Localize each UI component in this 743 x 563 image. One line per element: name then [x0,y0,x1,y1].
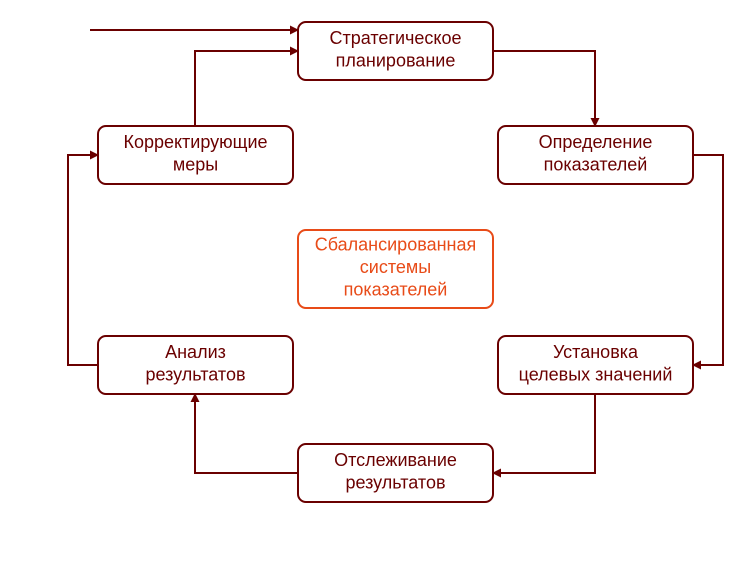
edge-e3 [493,394,595,473]
node-tl: Корректирующиемеры [98,126,293,184]
node-bl-line0: Анализ [165,342,226,362]
node-br-line0: Установка [553,342,639,362]
node-br: Установкацелевых значений [498,336,693,394]
node-top-line1: планирование [336,50,456,70]
edge-e6 [195,51,298,126]
node-top-line0: Стратегическое [329,28,461,48]
node-tl-line1: меры [173,154,218,174]
node-center-line0: Сбалансированная [315,235,476,255]
node-bottom-line1: результатов [345,472,445,492]
edge-e5 [68,155,98,365]
node-bottom-line0: Отслеживание [334,450,457,470]
node-bl: Анализрезультатов [98,336,293,394]
node-tr: Определениепоказателей [498,126,693,184]
node-center-line1: системы [360,257,431,277]
edge-e2 [693,155,723,365]
edge-e4 [195,394,298,473]
edge-e1 [493,51,595,126]
node-br-line1: целевых значений [519,364,673,384]
flowchart-canvas: СтратегическоепланированиеОпределениепок… [0,0,743,563]
node-top: Стратегическоепланирование [298,22,493,80]
node-bottom: Отслеживаниерезультатов [298,444,493,502]
node-bl-line1: результатов [145,364,245,384]
node-tr-line1: показателей [544,154,648,174]
node-center: Сбалансированнаясистемы показателей [298,230,493,308]
node-center-line2: показателей [344,280,448,300]
node-tl-line0: Корректирующие [123,132,267,152]
node-tr-line0: Определение [539,132,653,152]
